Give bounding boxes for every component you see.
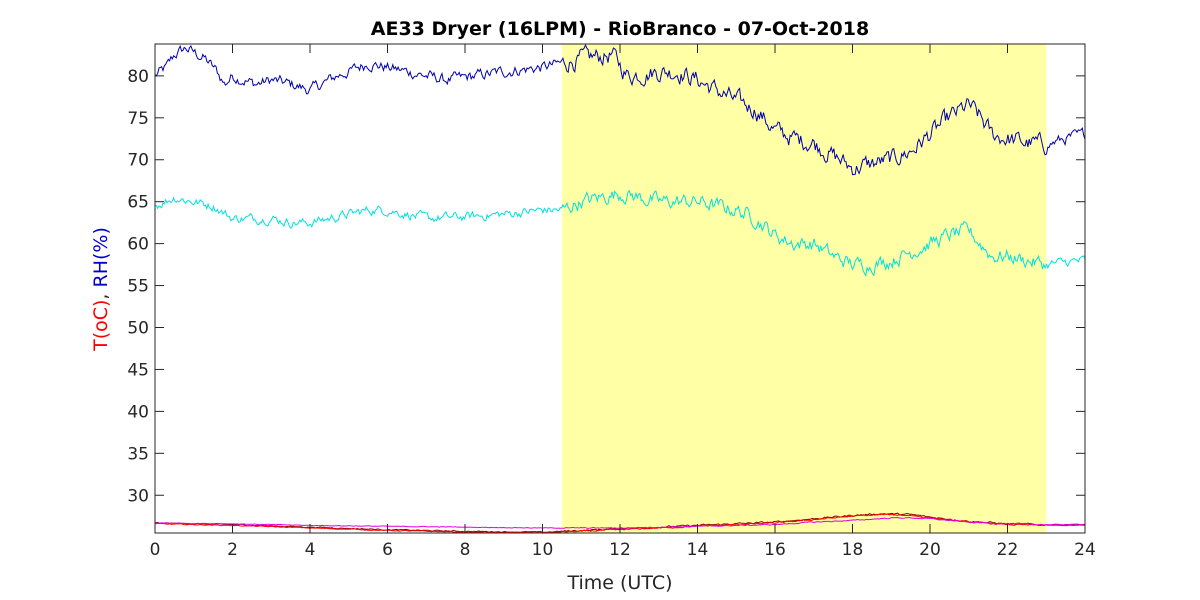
x-tick-label: 18 <box>842 540 864 560</box>
series-line-2 <box>154 189 1086 277</box>
x-tick-label: 4 <box>305 540 316 560</box>
x-tick-label: 8 <box>460 540 471 560</box>
x-tick-label: 22 <box>997 540 1019 560</box>
y-tick-label: 70 <box>127 151 149 171</box>
y-tick-label: 60 <box>127 235 149 255</box>
x-tick-label: 16 <box>764 540 786 560</box>
x-tick-label: 0 <box>150 540 161 560</box>
x-tick-label: 2 <box>227 540 238 560</box>
y-tick-label: 35 <box>127 444 149 464</box>
y-tick-label: 40 <box>127 402 149 422</box>
y-tick-label: 45 <box>127 360 149 380</box>
x-tick-label: 20 <box>919 540 941 560</box>
x-tick-label: 10 <box>532 540 554 560</box>
x-axis-label: Time (UTC) <box>566 572 672 594</box>
y-tick-label: 80 <box>127 67 149 87</box>
y-tick-label: 50 <box>127 319 149 339</box>
chart-title: AE33 Dryer (16LPM) - RioBranco - 07-Oct-… <box>371 18 869 40</box>
y-tick-label: 30 <box>127 486 149 506</box>
y-tick-label: 55 <box>127 277 149 297</box>
y-tick-label: 75 <box>127 109 149 129</box>
y-tick-label: 65 <box>127 193 149 213</box>
y-axis-label: T(oC), RH(%) <box>90 227 112 352</box>
x-tick-label: 6 <box>382 540 393 560</box>
y-axis-label-humidity: RH(%) <box>90 227 112 287</box>
plot-frame <box>154 43 1086 534</box>
y-axis-label-temperature: T(oC) <box>90 300 112 352</box>
x-tick-label: 24 <box>1074 540 1096 560</box>
x-tick-label: 12 <box>609 540 631 560</box>
y-axis-label-separator: , <box>90 287 112 299</box>
x-tick-label: 14 <box>687 540 709 560</box>
series-line-1 <box>154 43 1086 176</box>
axis-ticks: 0 2 4 6 8 10 12 14 16 18 20 22 243035404550556065707… <box>127 44 1096 560</box>
highlight-region <box>561 44 1047 533</box>
